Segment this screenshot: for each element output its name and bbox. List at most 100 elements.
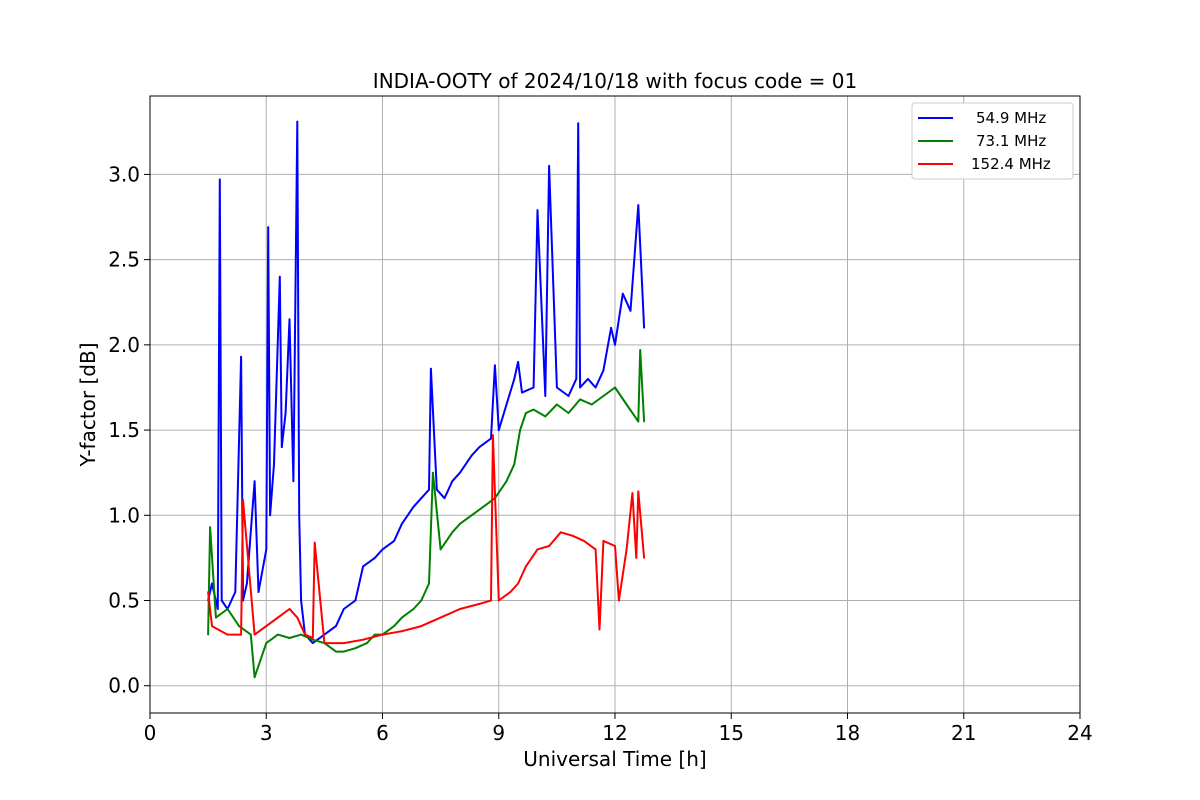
data-point-73-1-mhz <box>342 650 345 653</box>
data-point-73-1-mhz <box>470 514 473 517</box>
data-point-152-4-mhz <box>311 637 314 639</box>
data-point-54-9-mhz <box>401 522 403 525</box>
x-axis: 0 3 6 9 12 15 18 21 24 <box>144 713 1093 745</box>
data-point-54-9-mhz <box>602 369 605 372</box>
x-tick-label-24: 24 <box>1067 721 1092 745</box>
data-point-152-4-mhz <box>242 499 244 501</box>
data-point-54-9-mhz <box>393 540 395 542</box>
data-point-152-4-mhz <box>559 531 562 534</box>
data-point-73-1-mhz <box>459 522 461 525</box>
legend-label-54-9-mhz: 54.9 MHz <box>976 109 1046 127</box>
data-point-54-9-mhz <box>594 386 597 389</box>
data-point-54-9-mhz <box>494 364 496 367</box>
data-point-54-9-mhz <box>298 514 301 517</box>
x-tick-label-18: 18 <box>835 721 860 745</box>
data-point-54-9-mhz <box>435 488 438 491</box>
data-point-152-4-mhz <box>492 434 494 437</box>
x-tick-label-12: 12 <box>602 721 627 745</box>
data-point-152-4-mhz <box>598 628 601 631</box>
x-tick-label-15: 15 <box>719 721 744 745</box>
data-point-54-9-mhz <box>532 386 535 389</box>
data-point-73-1-mhz <box>366 642 368 644</box>
data-point-54-9-mhz <box>211 582 213 585</box>
data-point-73-1-mhz <box>226 608 229 610</box>
data-point-73-1-mhz <box>439 548 442 551</box>
data-point-54-9-mhz <box>218 178 221 181</box>
data-point-54-9-mhz <box>420 497 423 500</box>
data-point-73-1-mhz <box>277 633 279 636</box>
data-point-73-1-mhz <box>215 616 217 619</box>
data-point-54-9-mhz <box>234 591 237 593</box>
data-point-54-9-mhz <box>240 355 243 358</box>
data-point-54-9-mhz <box>505 403 508 406</box>
data-point-54-9-mhz <box>567 395 570 397</box>
data-point-73-1-mhz <box>602 395 605 397</box>
data-point-152-4-mhz <box>583 540 585 542</box>
y-tick-label-3-0: 3.0 <box>108 162 140 186</box>
data-point-54-9-mhz <box>637 204 640 207</box>
data-point-54-9-mhz <box>288 318 291 321</box>
data-point-73-1-mhz <box>590 403 593 406</box>
data-point-54-9-mhz <box>513 378 516 380</box>
data-point-54-9-mhz <box>556 386 558 389</box>
series-layer <box>207 120 646 679</box>
legend: 54.9 MHz 73.1 MHz 152.4 MHz <box>911 102 1074 180</box>
data-point-73-1-mhz <box>428 582 430 585</box>
data-point-54-9-mhz <box>451 480 454 483</box>
legend-box <box>911 102 1074 180</box>
y-tick-label-0-0: 0.0 <box>108 674 140 698</box>
data-point-54-9-mhz <box>579 386 581 389</box>
data-point-152-4-mhz <box>602 540 605 542</box>
data-point-54-9-mhz <box>381 548 384 551</box>
data-point-54-9-mhz <box>412 505 415 508</box>
data-point-152-4-mhz <box>253 633 256 636</box>
data-point-54-9-mhz <box>296 120 299 123</box>
data-point-54-9-mhz <box>497 429 500 431</box>
data-point-54-9-mhz <box>269 514 271 517</box>
data-point-73-1-mhz <box>643 420 645 423</box>
legend-label-73-1-mhz: 73.1 MHz <box>976 132 1046 150</box>
data-point-73-1-mhz <box>556 403 558 406</box>
data-point-54-9-mhz <box>273 463 275 466</box>
data-point-54-9-mhz <box>470 454 473 457</box>
data-point-54-9-mhz <box>335 625 337 627</box>
data-point-54-9-mhz <box>521 391 523 394</box>
data-point-152-4-mhz <box>207 591 210 593</box>
x-axis-label: Universal Time [h] <box>523 747 706 771</box>
y-tick-label-1-5: 1.5 <box>108 418 140 442</box>
data-point-73-1-mhz <box>300 633 302 636</box>
data-point-152-4-mhz <box>296 616 299 619</box>
data-point-54-9-mhz <box>548 165 550 167</box>
data-point-152-4-mhz <box>459 608 461 610</box>
data-point-54-9-mhz <box>265 548 268 551</box>
data-point-73-1-mhz <box>519 429 521 431</box>
data-point-73-1-mhz <box>532 408 535 411</box>
data-point-152-4-mhz <box>548 545 550 547</box>
data-point-152-4-mhz <box>525 565 527 568</box>
data-point-73-1-mhz <box>335 650 337 653</box>
data-point-152-4-mhz <box>643 557 645 559</box>
data-point-54-9-mhz <box>220 599 223 602</box>
data-point-73-1-mhz <box>637 420 640 423</box>
data-point-54-9-mhz <box>246 582 248 585</box>
chart-title: INDIA-OOTY of 2024/10/18 with focus code… <box>373 69 857 93</box>
data-point-54-9-mhz <box>428 488 430 491</box>
data-point-54-9-mhz <box>610 326 612 329</box>
data-point-54-9-mhz <box>641 284 643 287</box>
data-point-73-1-mhz <box>482 505 485 508</box>
data-point-54-9-mhz <box>443 497 446 500</box>
series-points-73-1-mhz <box>207 349 645 679</box>
data-point-54-9-mhz <box>544 395 547 397</box>
data-point-54-9-mhz <box>614 343 616 346</box>
data-point-73-1-mhz <box>265 642 268 644</box>
data-point-73-1-mhz <box>544 415 547 418</box>
data-point-54-9-mhz <box>342 608 345 610</box>
data-point-73-1-mhz <box>401 616 403 619</box>
data-point-152-4-mhz <box>637 490 640 493</box>
data-point-54-9-mhz <box>216 608 219 610</box>
data-point-54-9-mhz <box>629 309 632 312</box>
data-point-54-9-mhz <box>278 275 281 278</box>
x-tick-label-9: 9 <box>492 721 505 745</box>
data-point-73-1-mhz <box>209 526 212 529</box>
data-point-73-1-mhz <box>354 647 357 650</box>
